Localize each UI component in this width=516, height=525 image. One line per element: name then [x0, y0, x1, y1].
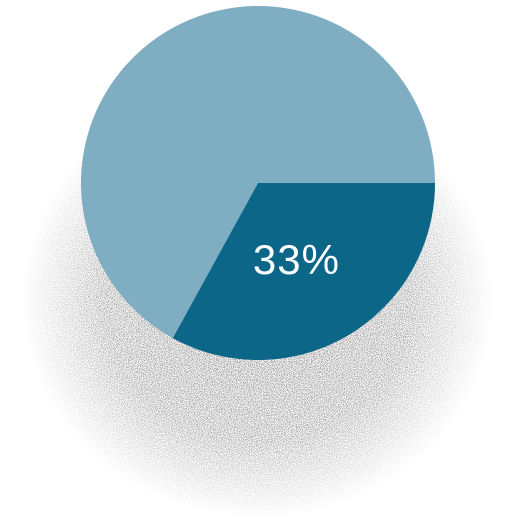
pie-slice-1 — [80, 6, 435, 339]
pie-slice-0 — [172, 183, 436, 361]
slice-label-percent: 33% — [253, 236, 340, 283]
pie-slices — [80, 6, 436, 361]
